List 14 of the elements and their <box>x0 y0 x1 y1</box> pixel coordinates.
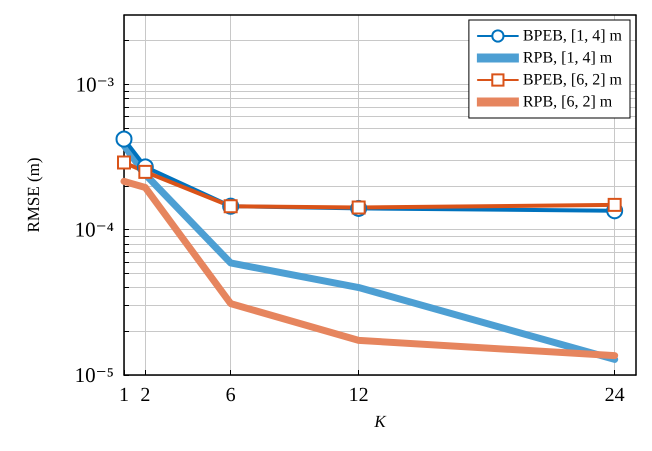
x-tick-label: 2 <box>140 384 150 406</box>
legend-label: BPEB, [1, 4] m <box>522 28 623 44</box>
x-axis-title: K <box>373 412 388 431</box>
x-tick-label: 12 <box>348 384 369 406</box>
legend-label: RPB, [1, 4] m <box>522 50 613 66</box>
legend-label: BPEB, [6, 2] m <box>522 72 623 88</box>
y-tick-label: 10⁻⁴ <box>74 218 114 242</box>
y-tick-label: 10⁻³ <box>76 72 114 96</box>
y-axis-title: RMSE (m) <box>24 157 43 233</box>
x-tick-label: 24 <box>604 384 625 406</box>
x-tick-label: 6 <box>226 384 236 406</box>
x-tick-label: 1 <box>119 384 129 406</box>
legend-label: RPB, [6, 2] m <box>522 94 613 110</box>
y-tick-label: 10⁻⁵ <box>74 363 114 387</box>
